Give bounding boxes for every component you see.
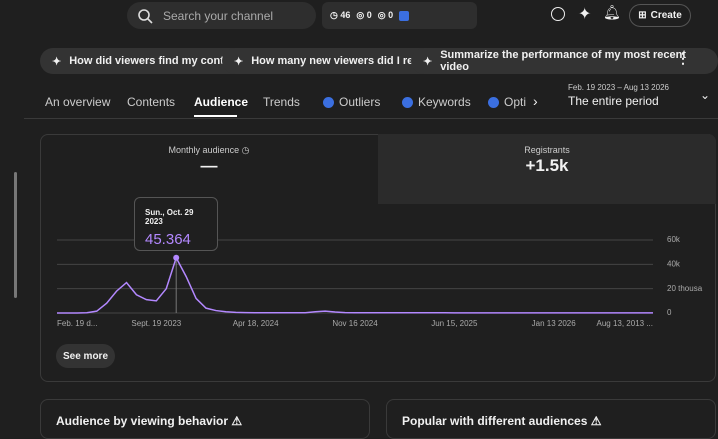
metric-value: — (200, 156, 218, 175)
tab[interactable]: An overview (45, 95, 111, 109)
y-tick-label: 60k (667, 235, 681, 244)
x-tick-label: Feb. 19 d... (57, 319, 97, 328)
prompt-text: Summarize the performance of my most rec… (440, 49, 686, 73)
x-tick-label: Sept. 19 2023 (131, 319, 181, 328)
metric-label-text: Monthly audience (168, 145, 240, 155)
prompt-text: How did viewers find my content? (69, 55, 248, 67)
scrollbar (14, 172, 17, 298)
line-series (57, 255, 653, 314)
stat-value: 46 (340, 10, 351, 20)
tooltip: Sun., Oct. 29 2023 45.364 (134, 197, 218, 251)
ext-icon[interactable] (399, 10, 410, 21)
help-icon[interactable] (551, 7, 565, 21)
tab-icon (488, 96, 499, 108)
search-box[interactable]: Search your channel (127, 2, 316, 29)
page: Search your channel ◷ 46 ◎ 0 ◎ 0 ✦ 🔔︎ ⊞ … (14, 2, 718, 439)
stat-value: 0 (366, 10, 372, 20)
tooltip-date: Sun., Oct. 29 2023 (145, 208, 194, 226)
section-card: Audience by viewing behavior ⚠ (40, 399, 370, 439)
period-dropdown[interactable]: ⌄ (700, 88, 711, 102)
spark-icon[interactable]: ✦ (578, 6, 592, 23)
prompt-chip[interactable]: ✦ How many new viewers did I reach? (222, 48, 451, 74)
tab-icon (402, 96, 413, 108)
create-button[interactable]: ⊞ Create (629, 4, 691, 27)
hover-point (173, 254, 180, 261)
x-tick-label: Nov 16 2024 (332, 319, 378, 328)
x-tick-label: Aug 13, 2013 ... (597, 319, 654, 328)
section-title: Audience by viewing behavior (56, 414, 229, 428)
more-menu[interactable]: ⋮ (676, 50, 690, 66)
x-tick-label: Jun 15, 2025 (431, 319, 478, 328)
search-placeholder: Search your channel (163, 8, 274, 23)
metric-value: +1.5k (525, 156, 569, 175)
stat: ◎ 0 (377, 10, 394, 20)
period-label[interactable]: The entire period (568, 94, 659, 108)
tab[interactable]: Outliers (323, 95, 380, 109)
y-tick-label: 0 (667, 308, 672, 317)
stat: ◷ 46 (330, 10, 351, 20)
chart: 0 20 thousa 40k 60k Feb. 19 d... Sept. 19 202… (57, 235, 703, 328)
tab[interactable]: Contents (127, 95, 176, 109)
tab[interactable]: Trends (263, 95, 300, 109)
tab-label: Keywords (418, 95, 471, 109)
section-title: Popular with different audiences (402, 414, 588, 428)
tab[interactable]: Keywords (402, 95, 471, 109)
section-card: Popular with different audiences ⚠ (386, 399, 716, 439)
y-tick-label: 40k (667, 259, 681, 268)
prompt-text: How many new viewers did I reach? (251, 55, 439, 67)
tab-underline (194, 115, 237, 117)
prompt-chip[interactable]: ✦ Summarize the performance of my most r… (411, 48, 718, 74)
metric-label: Monthly audience ◷ (168, 145, 250, 155)
tab-label: Outliers (339, 95, 381, 109)
create-label: Create (650, 10, 682, 21)
see-more-button[interactable]: See more (56, 344, 115, 368)
y-tick-label: 20 thousa (667, 284, 703, 293)
tab-label: Opti (504, 95, 527, 109)
stat-value: 0 (388, 10, 394, 20)
divider (24, 118, 718, 119)
period-range: Feb. 19 2023 – Aug 13 2026 (568, 83, 669, 92)
x-tick-label: Jan 13 2026 (532, 319, 577, 328)
metric-tab[interactable] (378, 134, 716, 204)
tab[interactable]: Opti (488, 95, 526, 109)
tab-icon (323, 96, 334, 108)
tooltip-value: 45.364 (145, 231, 191, 248)
tab-scroll[interactable]: › (533, 93, 538, 109)
extension-bar: ◷ 46 ◎ 0 ◎ 0 (322, 2, 477, 29)
tab-active[interactable]: Audience (194, 95, 249, 109)
stat: ◎ 0 (356, 10, 372, 20)
search-icon (138, 8, 153, 24)
metric-label: Registrants (524, 145, 570, 155)
bell-icon[interactable]: 🔔︎ (603, 4, 621, 20)
x-tick-label: Apr 18, 2024 (233, 319, 279, 328)
